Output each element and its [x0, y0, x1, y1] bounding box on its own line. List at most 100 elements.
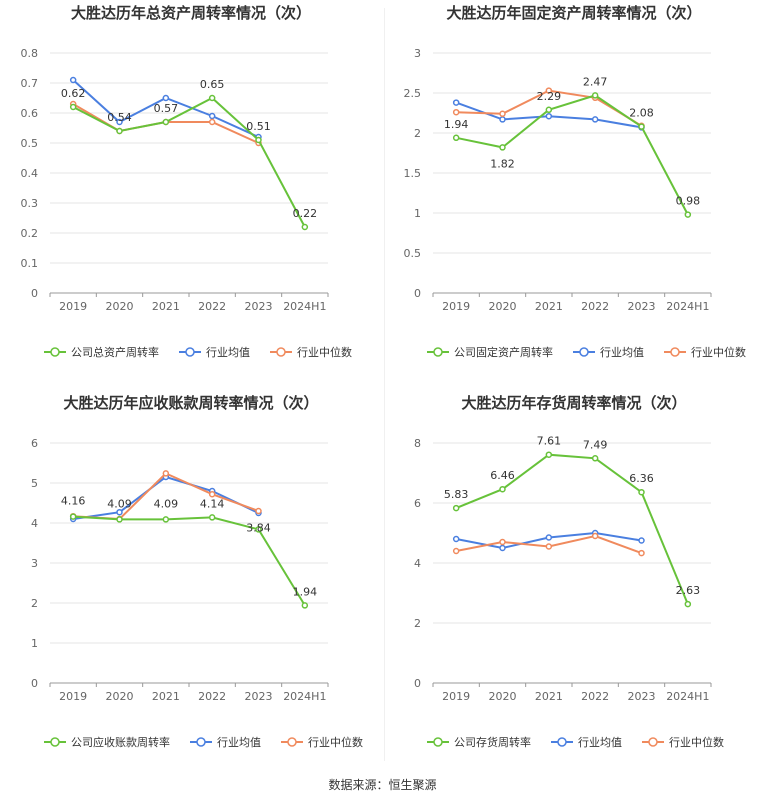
x-tick-label: 2019: [442, 300, 470, 313]
y-tick-label: 0: [414, 287, 421, 300]
data-point-avg: [162, 94, 170, 102]
x-tick-label: 2022: [198, 300, 226, 313]
legend-label-median: 行业中位数: [308, 735, 363, 749]
y-tick-label: 6: [31, 437, 38, 450]
data-point-median: [591, 532, 599, 540]
data-label: 0.57: [154, 102, 179, 115]
data-point-median: [499, 110, 506, 118]
y-tick-label: 0.7: [21, 77, 39, 90]
data-point-company: [208, 514, 216, 521]
y-tick-label: 2: [414, 127, 421, 140]
data-point-company: [301, 602, 309, 609]
data-point-median: [255, 507, 262, 515]
y-tick-label: 3: [31, 557, 38, 570]
x-tick-label: 2024H1: [283, 300, 326, 313]
data-point-company: [69, 103, 77, 111]
x-tick-label: 2021: [152, 690, 180, 703]
series-line-company: [455, 94, 689, 216]
data-point-company: [116, 516, 123, 523]
data-point-company: [162, 516, 170, 523]
legend-marker-median: [287, 737, 297, 747]
y-tick-label: 0.1: [21, 257, 39, 270]
data-label: 1.94: [293, 585, 318, 598]
chart-title: 大胜达历年存货周转率情况（次）: [461, 394, 686, 412]
legend-marker-company: [433, 347, 443, 357]
data-point-company: [452, 504, 460, 512]
data-label: 4.09: [154, 497, 179, 510]
data-point-company: [255, 526, 262, 533]
series-line-company: [72, 96, 306, 228]
data-point-avg: [69, 76, 77, 84]
x-tick-label: 2020: [106, 690, 134, 703]
y-tick-label: 1.5: [404, 167, 422, 180]
x-tick-label: 2024H1: [666, 300, 709, 313]
data-label: 1.94: [444, 118, 469, 131]
legend-label-company: 公司存货周转率: [454, 735, 531, 749]
data-point-median: [452, 108, 460, 116]
legend-marker-median: [648, 737, 658, 747]
data-label: 7.61: [537, 435, 562, 448]
data-point-company: [638, 488, 645, 496]
data-point-company: [684, 600, 692, 608]
legend-label-company: 公司应收账款周转率: [71, 735, 170, 749]
data-point-avg: [638, 537, 645, 544]
x-tick-label: 2020: [489, 300, 517, 313]
data-point-company: [255, 136, 262, 144]
chart-title: 大胜达历年应收账款周转率情况（次）: [63, 394, 318, 412]
chart-receivables-turnover: 大胜达历年应收账款周转率情况（次） 0 1 2 3 4 5 6 2019 2020 2021 2022…: [31, 394, 363, 749]
x-tick-label: 2019: [59, 300, 87, 313]
y-tick-label: 2: [31, 597, 38, 610]
data-label: 7.49: [583, 438, 608, 451]
y-tick-label: 0.2: [21, 227, 39, 240]
data-label: 4.09: [107, 497, 132, 510]
x-tick-label: 2021: [152, 300, 180, 313]
y-tick-label: 8: [414, 437, 421, 450]
data-point-avg: [116, 118, 123, 126]
data-label: 4.16: [61, 495, 86, 508]
x-tick-label: 2023: [628, 690, 656, 703]
x-tick-label: 2021: [535, 300, 563, 313]
legend-marker-median: [276, 347, 286, 357]
x-tick-label: 2020: [106, 300, 134, 313]
y-tick-label: 6: [414, 497, 421, 510]
y-tick-label: 0: [414, 677, 421, 690]
y-tick-label: 2.5: [404, 87, 422, 100]
legend-label-median: 行业中位数: [691, 345, 746, 359]
data-label: 0.65: [200, 78, 225, 91]
center-divider: [384, 8, 385, 761]
y-tick-label: 0.6: [21, 107, 39, 120]
legend-label-avg: 行业均值: [578, 736, 622, 749]
x-tick-label: 2022: [581, 690, 609, 703]
x-tick-label: 2022: [581, 300, 609, 313]
data-point-avg: [116, 508, 123, 516]
data-label: 1.82: [490, 157, 515, 170]
data-point-company: [499, 144, 506, 151]
data-point-avg: [499, 116, 506, 123]
x-tick-label: 2019: [59, 690, 87, 703]
chart-fixed-asset-turnover: 大胜达历年固定资产周转率情况（次） 0 0.5 1 1.5 2 2.5 3 2019 2020 20…: [404, 4, 747, 359]
y-tick-label: 0.5: [404, 247, 422, 260]
y-tick-label: 0: [31, 287, 38, 300]
data-label: 2.63: [676, 584, 701, 597]
legend-marker-company: [433, 737, 443, 747]
x-tick-label: 2022: [198, 690, 226, 703]
chart-title: 大胜达历年总资产周转率情况（次）: [71, 4, 311, 22]
chart-panel-inventory-turnover: 大胜达历年存货周转率情况（次） 0 2 4 6 8 2019 2020 2021 2022 2023…: [383, 390, 765, 780]
y-tick-label: 4: [31, 517, 38, 530]
data-point-avg: [208, 112, 216, 120]
data-point-avg: [452, 99, 460, 106]
data-label: 0.54: [107, 111, 132, 124]
data-point-company: [452, 134, 460, 142]
legend-label-median: 行业中位数: [669, 735, 724, 749]
chart-inventory-turnover: 大胜达历年存货周转率情况（次） 0 2 4 6 8 2019 2020 2021 2022 2023…: [414, 394, 724, 749]
x-tick-label: 2024H1: [283, 690, 326, 703]
legend-label-company: 公司固定资产周转率: [454, 345, 553, 359]
y-tick-label: 0.8: [21, 47, 39, 60]
data-point-avg: [545, 534, 553, 541]
data-point-median: [638, 549, 645, 557]
legend-marker-company: [50, 347, 60, 357]
y-tick-label: 0.4: [21, 167, 39, 180]
chart-panel-total-asset-turnover: 大胜达历年总资产周转率情况（次） 0 0.1 0.2 0.3 0.4 0.5 0.6 0.7 0.…: [0, 0, 382, 390]
legend-marker-company: [50, 737, 60, 747]
data-label: 5.83: [444, 488, 469, 501]
